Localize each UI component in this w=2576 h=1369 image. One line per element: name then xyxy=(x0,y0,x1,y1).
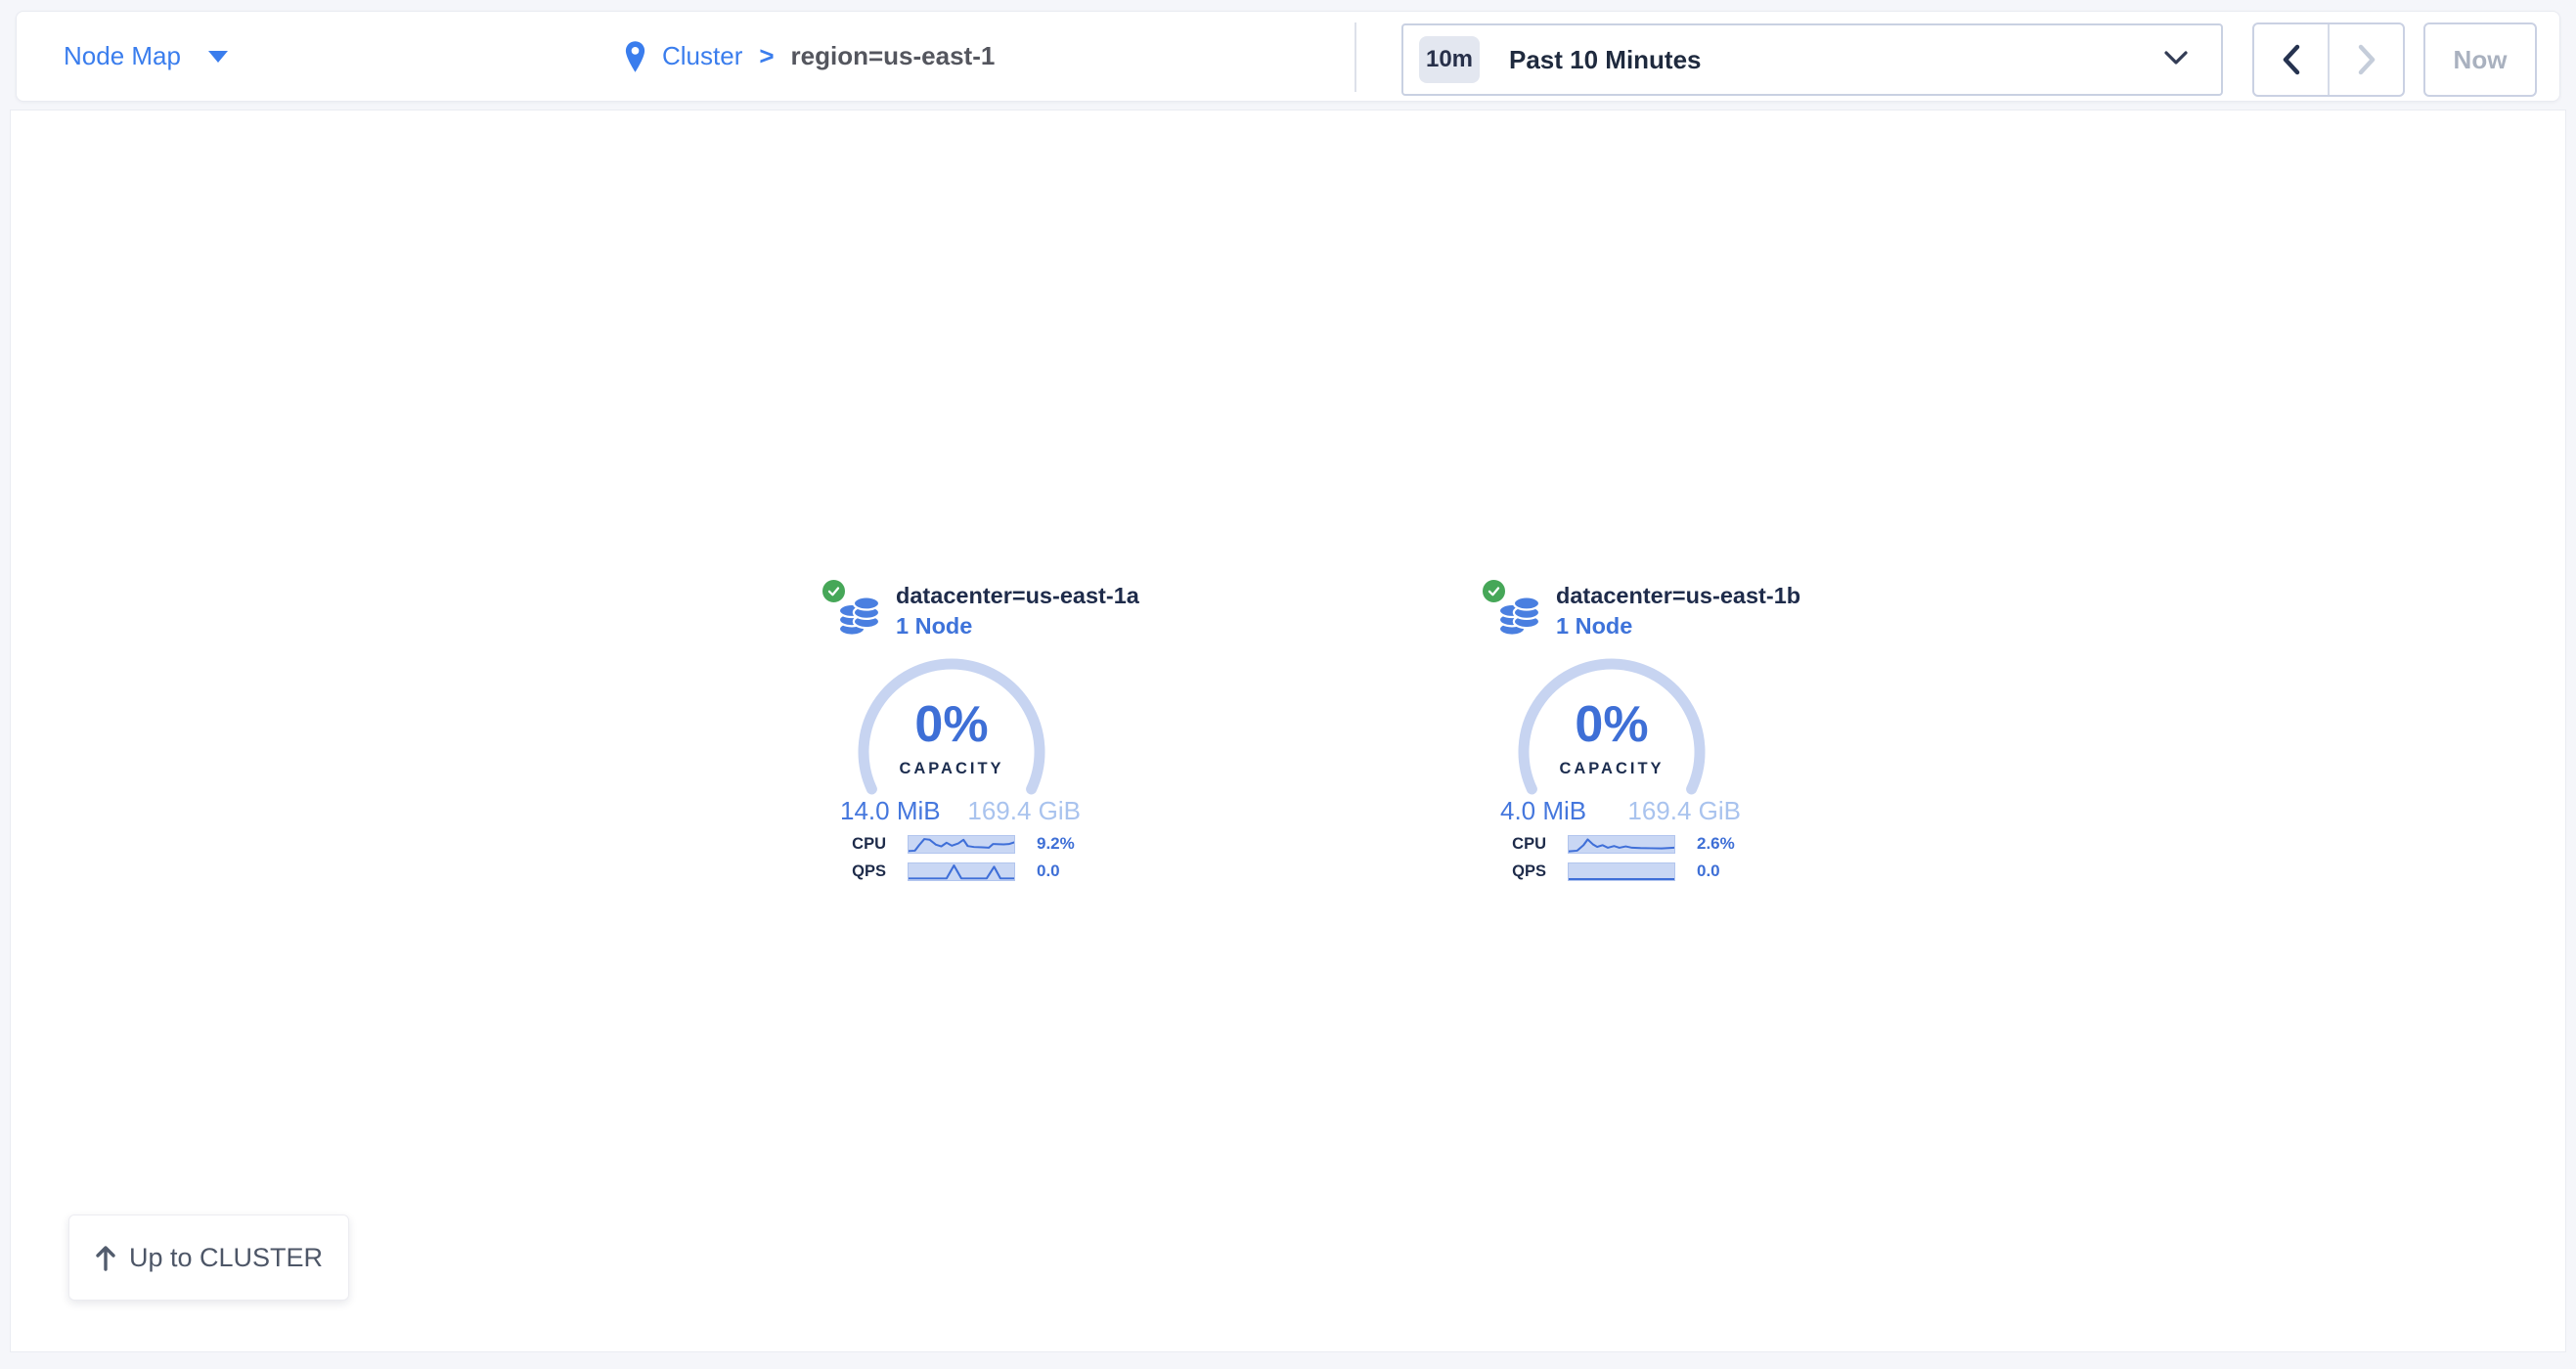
locality-node-count[interactable]: 1 Node xyxy=(1556,613,1633,639)
capacity-range: 4.0 MiB 169.4 GiB xyxy=(1500,796,1741,826)
cpu-sparkline xyxy=(908,834,1015,854)
locality-node-count[interactable]: 1 Node xyxy=(896,613,973,639)
header-divider xyxy=(1355,22,1356,92)
capacity-used: 14.0 MiB xyxy=(840,796,941,825)
view-dropdown-label[interactable]: Node Map xyxy=(64,41,181,70)
view-dropdown[interactable]: Node Map xyxy=(64,12,228,101)
breadcrumb-separator: > xyxy=(759,41,775,70)
capacity-percent: 0% xyxy=(1575,696,1649,753)
locality-name[interactable]: datacenter=us-east-1a xyxy=(896,583,1139,608)
up-to-cluster-label: Up to CLUSTER xyxy=(128,1242,324,1272)
qps-value: 0.0 xyxy=(1697,861,1720,880)
cpu-value: 2.6% xyxy=(1697,834,1735,853)
capacity-total: 169.4 GiB xyxy=(1627,796,1741,825)
cpu-metric-row: CPU 2.6% xyxy=(1473,834,1766,854)
qps-label: QPS xyxy=(852,861,886,880)
capacity-total: 169.4 GiB xyxy=(967,796,1081,825)
chevron-left-icon xyxy=(2283,44,2299,75)
cpu-sparkline xyxy=(1568,834,1675,854)
qps-metric-row: QPS 0.0 xyxy=(813,861,1106,881)
healthy-check-icon xyxy=(821,578,847,604)
qps-label: QPS xyxy=(1512,861,1546,880)
capacity-arc xyxy=(1518,658,1706,795)
qps-value: 0.0 xyxy=(1037,861,1060,880)
locality-card-us-east-1a[interactable]: datacenter=us-east-1a 1 Node 0% CAPACITY… xyxy=(813,573,1139,896)
top-bar: Node Map Cluster > region=us-east-1 10m … xyxy=(16,11,2560,102)
map-pin-icon xyxy=(625,40,645,72)
capacity-used: 4.0 MiB xyxy=(1500,796,1587,825)
now-button[interactable]: Now xyxy=(2423,22,2537,97)
time-step-buttons xyxy=(2252,22,2405,97)
capacity-arc xyxy=(858,658,1045,795)
locality-card-us-east-1b[interactable]: datacenter=us-east-1b 1 Node 0% CAPACITY… xyxy=(1473,573,1800,896)
capacity-gauge: 0% CAPACITY xyxy=(854,654,1049,850)
up-to-cluster-button[interactable]: Up to CLUSTER xyxy=(68,1214,349,1301)
capacity-percent: 0% xyxy=(914,696,989,753)
step-forward-button[interactable] xyxy=(2328,24,2403,95)
node-map-canvas: datacenter=us-east-1a 1 Node 0% CAPACITY… xyxy=(10,110,2566,1352)
time-window-selector[interactable]: 10m Past 10 Minutes xyxy=(1401,23,2223,96)
database-stack-icon xyxy=(838,596,880,637)
breadcrumb-current: region=us-east-1 xyxy=(790,41,996,70)
step-back-button[interactable] xyxy=(2254,24,2328,95)
cpu-label: CPU xyxy=(852,834,886,853)
cpu-label: CPU xyxy=(1512,834,1546,853)
capacity-range: 14.0 MiB 169.4 GiB xyxy=(840,796,1081,826)
cpu-value: 9.2% xyxy=(1037,834,1075,853)
time-window-badge: 10m xyxy=(1419,36,1480,83)
qps-sparkline xyxy=(908,861,1015,881)
breadcrumb: Cluster > region=us-east-1 xyxy=(625,12,995,101)
chevron-right-icon xyxy=(2358,44,2375,75)
qps-metric-row: QPS 0.0 xyxy=(1473,861,1766,881)
breadcrumb-cluster-link[interactable]: Cluster xyxy=(662,41,743,70)
capacity-gauge: 0% CAPACITY xyxy=(1514,654,1710,850)
locality-name[interactable]: datacenter=us-east-1b xyxy=(1556,583,1801,608)
chevron-down-icon xyxy=(2164,51,2188,65)
qps-sparkline xyxy=(1568,861,1675,881)
cpu-metric-row: CPU 9.2% xyxy=(813,834,1106,854)
healthy-check-icon xyxy=(1481,578,1507,604)
caret-down-icon xyxy=(207,50,228,63)
capacity-caption: CAPACITY xyxy=(1559,760,1665,777)
database-stack-icon xyxy=(1498,596,1540,637)
capacity-caption: CAPACITY xyxy=(899,760,1004,777)
time-window-label: Past 10 Minutes xyxy=(1509,44,1702,74)
arrow-up-icon xyxy=(96,1245,115,1271)
